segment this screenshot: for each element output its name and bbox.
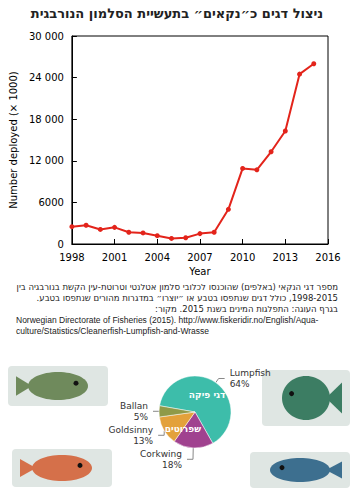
svg-text:5%: 5% xyxy=(134,412,149,422)
svg-text:6000: 6000 xyxy=(38,197,63,208)
html-text:Norwegian Directorate of Fishe: Norwegian Directorate of Fisheries (2015… xyxy=(16,315,319,336)
html-text:ניצול דגים כ״נקאים״ בתעשיית הס: ניצול דגים כ״נקאים״ בתעשיית הסלמון הנורב… xyxy=(30,6,324,21)
svg-text:0: 0 xyxy=(58,239,64,250)
svg-text:18%: 18% xyxy=(162,460,182,470)
svg-text:2004: 2004 xyxy=(145,252,170,263)
svg-text:2001: 2001 xyxy=(102,252,127,263)
svg-text:Year: Year xyxy=(188,266,211,277)
svg-text:Lumpfish: Lumpfish xyxy=(230,368,271,378)
svg-text:Goldsinny: Goldsinny xyxy=(109,425,154,435)
svg-text:2013: 2013 xyxy=(273,252,298,263)
svg-text:2007: 2007 xyxy=(187,252,212,263)
svg-text:Number deployed (× 1000): Number deployed (× 1000) xyxy=(8,71,19,209)
svg-text:64%: 64% xyxy=(230,379,250,389)
svg-text:12 000: 12 000 xyxy=(29,155,64,166)
svg-text:שפרוטים: שפרוטים xyxy=(165,424,201,434)
svg-text:2016: 2016 xyxy=(315,252,340,263)
svg-text:Ballan: Ballan xyxy=(120,401,148,411)
svg-text:דגי פיקה: דגי פיקה xyxy=(189,390,225,400)
svg-text:18 000: 18 000 xyxy=(29,114,64,125)
svg-text:13%: 13% xyxy=(133,436,153,446)
html-text:בגרף העוגה: התפלגות המינים בשנ: בגרף העוגה: התפלגות המינים בשנת 2015. מק… xyxy=(155,304,338,314)
html-text:מספר דגי הנקאי (באלפים) שהוכנס: מספר דגי הנקאי (באלפים) שהוכנסו לכלובי ס… xyxy=(16,282,338,303)
svg-text:1998: 1998 xyxy=(59,252,84,263)
svg-text:2010: 2010 xyxy=(230,252,255,263)
svg-text:30 000: 30 000 xyxy=(29,31,64,42)
svg-text:24 000: 24 000 xyxy=(29,72,64,83)
svg-text:Corkwing: Corkwing xyxy=(140,449,182,459)
